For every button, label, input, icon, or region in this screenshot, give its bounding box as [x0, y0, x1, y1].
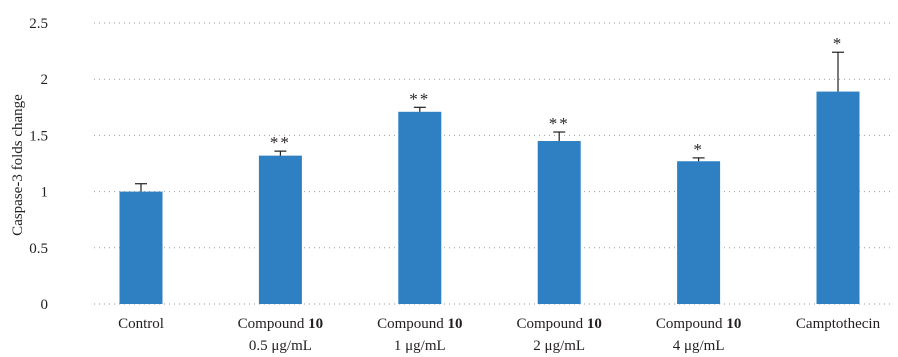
bar: [119, 191, 163, 304]
significance-marker: *: [693, 140, 704, 159]
grid: [94, 22, 892, 305]
bar: [258, 155, 302, 304]
bars: [119, 91, 860, 305]
x-tick-label-bold: 10: [726, 316, 741, 332]
bar: [537, 141, 581, 304]
x-tick-label-bold: 10: [587, 316, 602, 332]
x-tick-label-concentration: 2 μg/mL: [533, 338, 585, 354]
y-tick-label: 1: [41, 185, 49, 201]
y-tick-label: 0.5: [29, 241, 48, 257]
x-tick-label: Control: [118, 316, 164, 332]
significance-markers: ********: [270, 34, 844, 159]
bar: [816, 91, 860, 305]
x-tick-label-text: Compound: [516, 316, 586, 332]
significance-marker: **: [549, 114, 570, 133]
x-tick-label-text: Control: [118, 316, 164, 332]
y-axis-label: Caspase-3 folds change: [10, 94, 26, 236]
x-tick-label-concentration: 0.5 μg/mL: [249, 338, 312, 354]
x-tick-label: Compound 10: [656, 316, 741, 332]
x-tick-label-concentration: 4 μg/mL: [673, 338, 725, 354]
bar: [677, 161, 721, 304]
y-tick-label: 1.5: [29, 128, 48, 144]
x-tick-label: Compound 10: [238, 316, 323, 332]
significance-marker: **: [409, 89, 430, 108]
x-tick-label-text: Compound: [238, 316, 308, 332]
y-axis-ticks: 0 0.5 1 1.5 2 2.5: [29, 16, 48, 313]
x-tick-label: Compound 10: [516, 316, 601, 332]
x-tick-label-bold: 10: [308, 316, 323, 332]
bar: [398, 111, 442, 305]
significance-marker: *: [833, 34, 844, 53]
error-bars: [135, 51, 844, 192]
y-tick-label: 0: [41, 297, 49, 313]
y-tick-label: 2.5: [29, 16, 48, 32]
x-tick-label: Camptothecin: [796, 316, 881, 332]
x-tick-label-text: Compound: [377, 316, 447, 332]
x-tick-label-concentration: 1 μg/mL: [394, 338, 446, 354]
x-tick-label-bold: 10: [448, 316, 463, 332]
y-tick-label: 2: [41, 72, 49, 88]
x-tick-label: Compound 10: [377, 316, 462, 332]
x-tick-label-text: Camptothecin: [796, 316, 881, 332]
significance-marker: **: [270, 133, 291, 152]
x-tick-label-text: Compound: [656, 316, 726, 332]
